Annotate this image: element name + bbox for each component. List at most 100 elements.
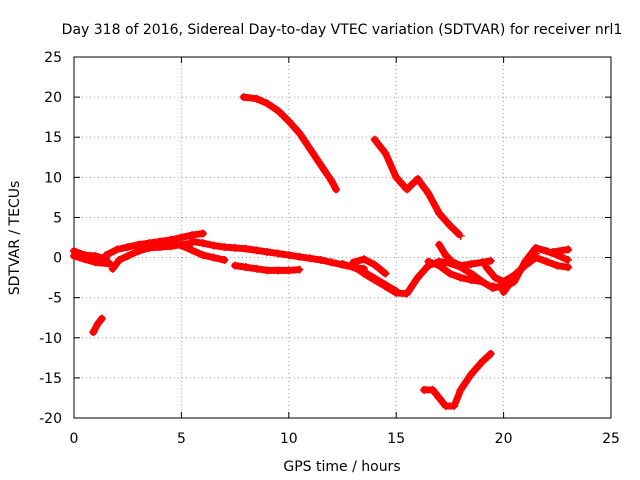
y-tick-label: 20 (44, 90, 62, 106)
data-point (241, 244, 250, 253)
x-tick-label: 15 (387, 431, 405, 447)
data-point (263, 99, 272, 108)
data-point (467, 369, 476, 378)
data-point (531, 249, 540, 258)
y-tick-label: -10 (39, 331, 62, 347)
data-point (91, 258, 100, 267)
plot-frame (73, 56, 612, 419)
chart-title: Day 318 of 2016, Sidereal Day-to-day VTE… (62, 22, 623, 38)
data-point (295, 252, 304, 261)
series-arc-15 (420, 349, 495, 410)
data-point (435, 209, 444, 218)
data-point (317, 255, 326, 264)
data-point (441, 251, 450, 260)
data-point (413, 174, 422, 183)
series-line (72, 249, 108, 261)
series-line (72, 254, 113, 266)
data-point (456, 273, 465, 282)
data-point (198, 251, 207, 260)
data-point (134, 247, 143, 256)
series-markers (240, 93, 340, 193)
data-point (478, 277, 487, 286)
data-point (428, 385, 437, 394)
data-point (89, 328, 98, 337)
data-point (370, 135, 379, 144)
data-point (542, 247, 551, 256)
series-arc-2 (70, 251, 115, 268)
data-point (491, 273, 500, 282)
data-point (274, 106, 283, 115)
data-point (317, 161, 326, 170)
data-point (402, 289, 411, 298)
grid (74, 57, 611, 418)
data-point (252, 264, 261, 273)
x-tick-label: 20 (495, 431, 513, 447)
data-point (93, 320, 102, 329)
data-point (521, 259, 530, 268)
data-point (445, 221, 454, 230)
data-series (70, 93, 573, 410)
data-point (306, 254, 315, 263)
y-tick-label: 0 (53, 251, 62, 267)
data-point (252, 246, 261, 255)
series-arc-12 (370, 135, 465, 240)
data-point (327, 177, 336, 186)
data-point (155, 243, 164, 252)
data-point (478, 258, 487, 267)
y-tick-label: -20 (39, 411, 62, 427)
data-point (252, 94, 261, 103)
data-point (482, 263, 491, 272)
data-point (381, 280, 390, 289)
x-tick-label: 25 (602, 431, 620, 447)
data-point (370, 274, 379, 283)
data-point (553, 261, 562, 270)
data-point (392, 173, 401, 182)
data-point (284, 266, 293, 275)
y-tick-label: 10 (44, 170, 62, 186)
data-point (420, 385, 429, 394)
data-point (177, 233, 186, 242)
series-arc-6 (177, 241, 229, 264)
data-point (499, 277, 508, 286)
data-point (488, 282, 497, 291)
data-point (327, 258, 336, 267)
data-point (435, 240, 444, 249)
data-point (413, 273, 422, 282)
data-point (112, 245, 121, 254)
data-point (542, 257, 551, 266)
data-point (370, 260, 379, 269)
data-point (145, 243, 154, 252)
data-point (456, 231, 465, 240)
y-tick-label: -5 (48, 291, 62, 307)
data-point (284, 251, 293, 260)
series-line (241, 95, 338, 192)
data-point (499, 288, 508, 297)
x-tick-label: 0 (70, 431, 79, 447)
data-point (448, 257, 457, 266)
data-point (510, 273, 519, 282)
data-point (177, 241, 186, 250)
data-point (198, 229, 207, 238)
data-point (306, 145, 315, 154)
series-arc-14 (435, 240, 495, 270)
data-point (209, 253, 218, 262)
data-point (338, 259, 347, 268)
series-line (372, 137, 463, 238)
data-point (70, 251, 78, 260)
series-arc-7 (231, 261, 304, 275)
data-point (456, 385, 465, 394)
data-point (80, 255, 89, 264)
data-point (274, 266, 283, 275)
data-point (478, 357, 487, 366)
x-tick-label: 10 (280, 431, 298, 447)
data-point (450, 401, 459, 410)
data-point (424, 257, 433, 266)
data-point (102, 251, 111, 260)
data-point (467, 276, 476, 285)
series-arc-20 (89, 314, 106, 337)
data-point (166, 242, 175, 251)
data-point (231, 243, 240, 252)
data-point (115, 255, 124, 264)
data-point (381, 269, 390, 278)
